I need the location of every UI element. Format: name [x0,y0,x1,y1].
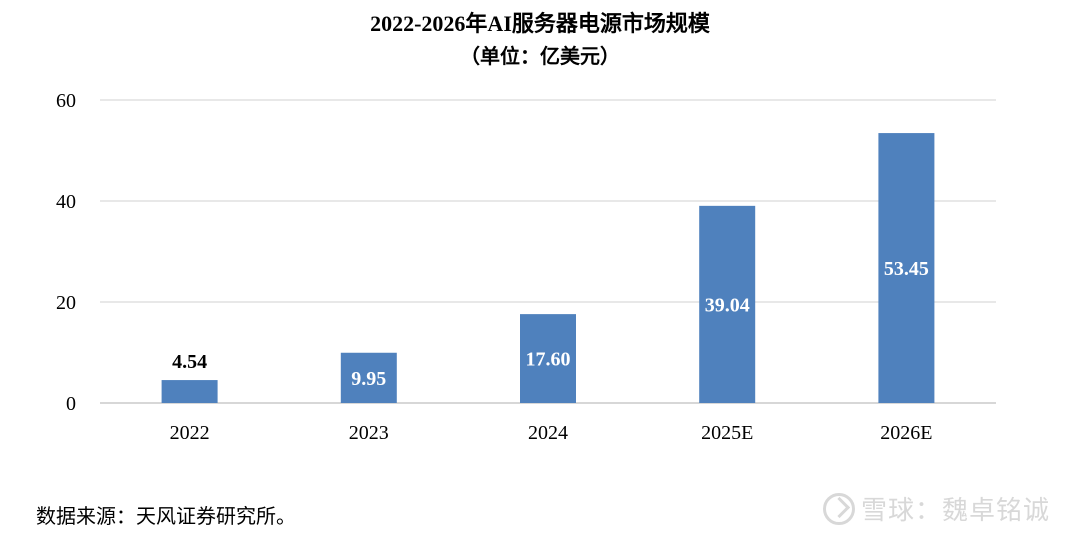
x-tick-label: 2024 [528,422,568,444]
bar [340,352,397,403]
data-label: 9.95 [351,368,386,390]
x-tick-label: 2023 [349,422,389,444]
snowball-icon [822,493,855,525]
chart-subtitle: （单位：亿美元） [460,46,620,68]
data-label: 53.45 [884,258,929,280]
y-tick-label: 60 [56,90,76,112]
bar-chart: 0 20 40 60 4.54 2022 9.95 2023 17.60 2024 39.04 202… [56,90,996,444]
y-tick-label: 0 [66,393,76,415]
bar [878,133,935,403]
bar [161,380,218,403]
watermark: 雪球：魏卓铭诚 [822,490,1050,527]
y-tick-label: 40 [56,191,76,213]
source-note: 数据来源：天风证券研究所。 [36,506,296,528]
watermark-text: 雪球：魏卓铭诚 [860,496,1050,526]
x-tick-label: 2025E [701,422,753,444]
x-tick-label: 2026E [880,422,932,444]
data-label: 39.04 [705,294,750,316]
bar [520,314,576,403]
x-tick-label: 2022 [170,422,210,444]
data-label: 4.54 [172,351,207,373]
y-tick-label: 20 [56,292,76,314]
bar [699,205,756,403]
data-label: 17.60 [526,349,571,371]
chart-title: 2022-2026年AI服务器电源市场规模 [370,11,710,36]
